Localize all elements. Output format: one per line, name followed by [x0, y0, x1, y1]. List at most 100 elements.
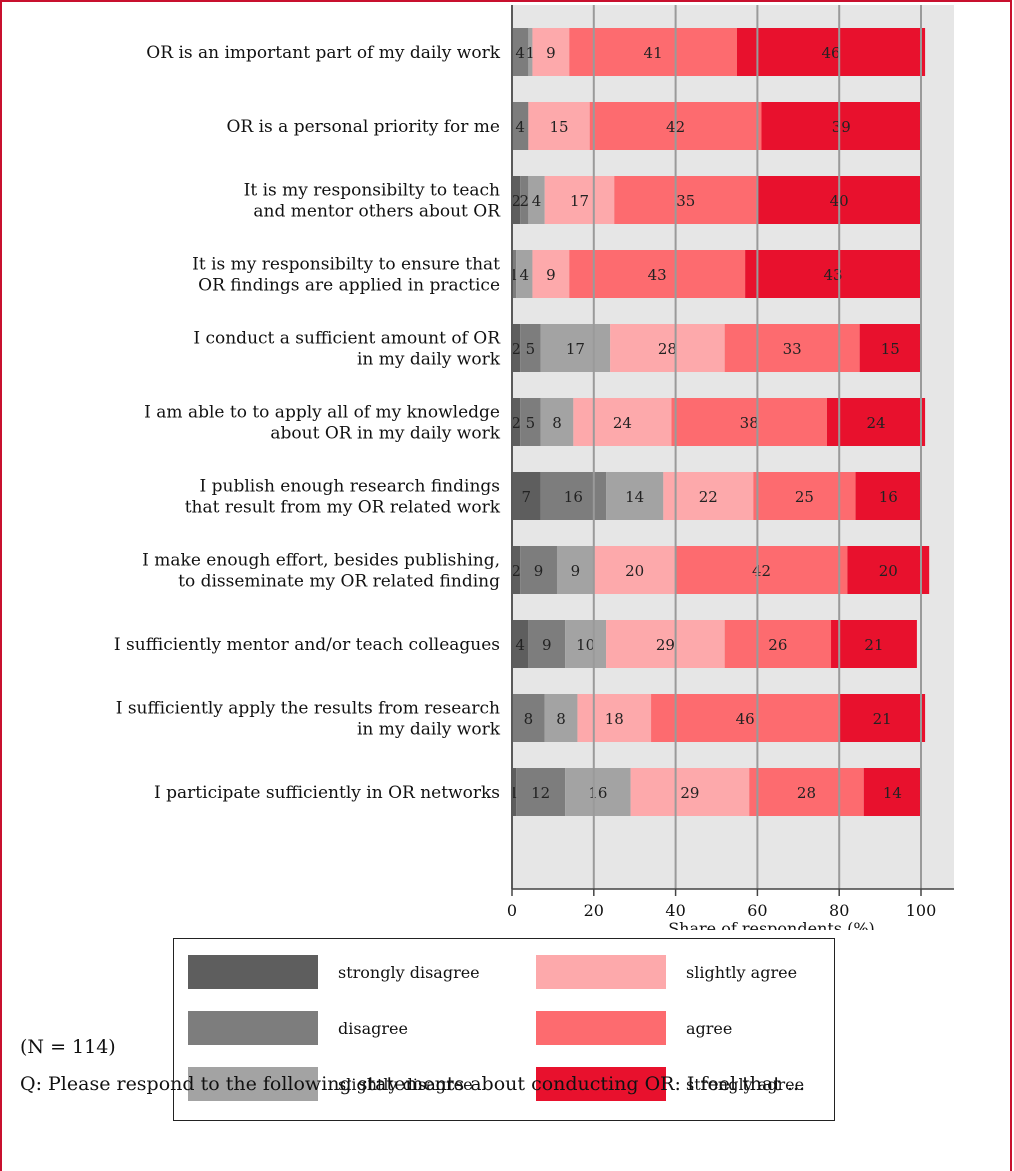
- legend-item-disagree: disagree: [188, 1011, 408, 1045]
- bar-value-label: 1: [509, 784, 519, 802]
- category-label: in my daily work: [357, 720, 501, 740]
- bar-segment: [569, 28, 737, 76]
- bar-segment: [520, 398, 541, 446]
- bar-segment: [724, 620, 832, 668]
- category-label: that result from my OR related work: [185, 498, 501, 518]
- bar-value-label: 7: [522, 488, 532, 506]
- x-tick-label: 80: [829, 901, 849, 920]
- legend-item-slightly-agree: slightly agree: [536, 955, 797, 989]
- bar-value-label: 17: [566, 340, 585, 358]
- bar-value-label: 9: [534, 562, 544, 580]
- bar-value-label: 4: [519, 266, 529, 284]
- bar-value-label: 14: [625, 488, 644, 506]
- bar-segment: [528, 28, 533, 76]
- bar-segment: [540, 472, 607, 520]
- bar-segment: [863, 768, 921, 816]
- bar-value-label: 43: [648, 266, 667, 284]
- bar-segment: [614, 176, 758, 224]
- bar-segment: [516, 250, 533, 298]
- bar-segment: [540, 398, 574, 446]
- legend-swatch-strongly-disagree: [188, 955, 318, 989]
- legend-item-strongly-agree: strongly agree: [536, 1067, 804, 1101]
- bar-value-label: 8: [552, 414, 562, 432]
- bar-value-label: 9: [542, 636, 552, 654]
- category-label: in my daily work: [357, 350, 501, 370]
- bar-value-label: 2: [511, 562, 521, 580]
- bar-value-label: 43: [824, 266, 843, 284]
- bar-segment: [651, 694, 840, 742]
- bar-segment: [630, 768, 750, 816]
- bar-segment: [532, 28, 570, 76]
- bar-segment: [565, 620, 607, 668]
- legend-item-agree: agree: [536, 1011, 732, 1045]
- bar-segment: [606, 620, 725, 668]
- bar-value-label: 4: [515, 118, 525, 136]
- bar-segment: [532, 250, 570, 298]
- bar-value-label: 21: [873, 710, 892, 728]
- bar-segment: [516, 768, 566, 816]
- bar-value-label: 2: [519, 192, 529, 210]
- bar-segment: [520, 546, 557, 594]
- bar-value-label: 1: [526, 44, 536, 62]
- bar-value-label: 5: [526, 414, 536, 432]
- bar-segment: [736, 28, 926, 76]
- bar-value-label: 38: [740, 414, 759, 432]
- bar-value-label: 20: [625, 562, 644, 580]
- legend-swatch-strongly-agree: [536, 1067, 666, 1101]
- category-label: I participate sufficiently in OR network…: [154, 783, 500, 803]
- x-tick-label: 0: [507, 901, 517, 920]
- bar-value-label: 16: [879, 488, 898, 506]
- bar-value-label: 29: [656, 636, 675, 654]
- x-tick-label: 60: [747, 901, 767, 920]
- bar-segment: [671, 398, 827, 446]
- bar-segment: [512, 620, 529, 668]
- bar-value-label: 17: [570, 192, 589, 210]
- question-note: Q: Please respond to the following state…: [20, 1073, 806, 1095]
- legend-label: agree: [686, 1018, 733, 1038]
- category-label: OR findings are applied in practice: [198, 276, 500, 296]
- bar-segment: [663, 472, 754, 520]
- bar-value-label: 24: [866, 414, 885, 432]
- bar-value-label: 12: [531, 784, 550, 802]
- bar-segment: [512, 324, 521, 372]
- legend-label: strongly agree: [686, 1074, 805, 1094]
- bar-value-label: 22: [699, 488, 718, 506]
- legend-label: disagree: [338, 1018, 408, 1038]
- category-label: OR is an important part of my daily work: [146, 43, 500, 63]
- bar-segment: [540, 324, 611, 372]
- bar-value-label: 4: [515, 44, 525, 62]
- legend-label: slightly disagree: [338, 1074, 473, 1094]
- legend-swatch-agree: [536, 1011, 666, 1045]
- sample-size-note: (N = 114): [20, 1036, 116, 1058]
- bar-segment: [831, 620, 917, 668]
- bar-segment: [569, 250, 746, 298]
- category-label: It is my responsibilty to teach: [244, 181, 500, 201]
- bar-segment: [544, 694, 578, 742]
- bar-value-label: 46: [821, 44, 840, 62]
- bar-value-label: 42: [752, 562, 771, 580]
- bar-value-label: 26: [768, 636, 787, 654]
- bar-segment: [606, 472, 664, 520]
- legend-item-slightly-disagree: slightly disagree: [188, 1067, 473, 1101]
- bar-value-label: 46: [736, 710, 755, 728]
- legend: strongly disagree disagree slightly disa…: [173, 938, 835, 1121]
- bar-segment: [512, 546, 521, 594]
- bar-segment: [749, 768, 864, 816]
- bar-segment: [577, 694, 652, 742]
- bar-value-label: 29: [680, 784, 699, 802]
- x-axis-title: Share of respondents (%): [668, 919, 875, 930]
- bar-value-label: 5: [526, 340, 536, 358]
- legend-swatch-disagree: [188, 1011, 318, 1045]
- bar-segment: [593, 546, 676, 594]
- bar-value-label: 24: [613, 414, 632, 432]
- bar-segment: [528, 102, 590, 150]
- bar-value-label: 35: [676, 192, 695, 210]
- legend-swatch-slightly-disagree: [188, 1067, 318, 1101]
- bar-value-label: 18: [605, 710, 624, 728]
- legend-label: strongly disagree: [338, 962, 480, 982]
- category-label: OR is a personal priority for me: [226, 117, 500, 137]
- legend-label: slightly agree: [686, 962, 798, 982]
- category-label: I sufficiently apply the results from re…: [116, 699, 500, 719]
- bar-value-label: 8: [524, 710, 534, 728]
